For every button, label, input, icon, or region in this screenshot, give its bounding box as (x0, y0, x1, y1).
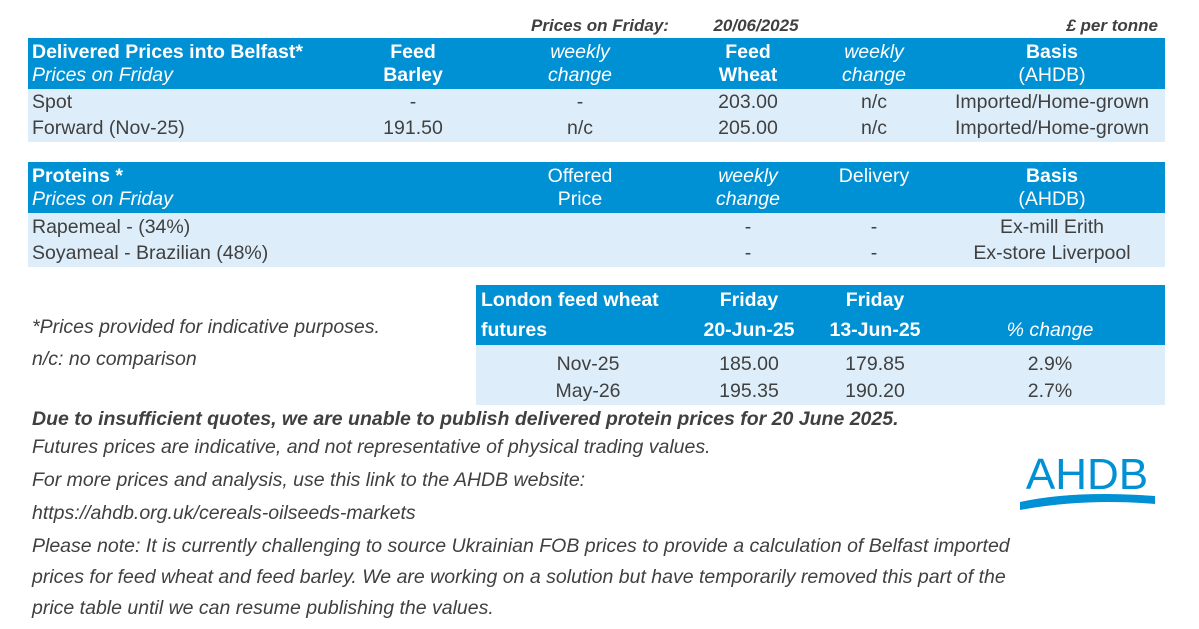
proteins-col-header: (AHDB) (1018, 188, 1086, 210)
delivered-cell: n/c (860, 91, 888, 113)
futures-title-1: London feed wheat (481, 289, 659, 311)
proteins-title: Proteins * (32, 165, 124, 187)
futures-cell: 2.9% (1027, 353, 1073, 375)
proteins-col-header: Offered (547, 165, 613, 187)
delivered-col-header: change (548, 64, 612, 86)
delivered-col-header: Feed (390, 41, 436, 63)
delivered-col-header: Basis (1025, 41, 1079, 63)
delivered-cell: 203.00 (718, 91, 778, 113)
protein-cell: - (870, 242, 878, 264)
proteins-header (28, 162, 1165, 213)
delivered-col-header: change (842, 64, 906, 86)
delivered-cell: - (576, 91, 584, 113)
delivered-cell: Imported/Home-grown (955, 117, 1149, 139)
protein-row-label: Rapemeal - (34%) (32, 216, 191, 238)
ahdb-logo: AHDB (1020, 452, 1155, 510)
delivered-subtitle: Prices on Friday (32, 64, 173, 86)
protein-cell: Ex-mill Erith (999, 216, 1105, 238)
ahdb-logo-text: AHDB (1026, 452, 1148, 499)
please-note-1: Please note: It is currently challenging… (32, 535, 1010, 557)
futures-body (476, 345, 1165, 405)
proteins-body (28, 213, 1165, 267)
futures-col-header: 20-Jun-25 (703, 319, 795, 341)
please-note-3: price table until we can resume publishi… (32, 597, 494, 619)
futures-col-header: % change (1006, 319, 1094, 341)
protein-cell: - (870, 216, 878, 238)
nc-note: n/c: no comparison (32, 348, 197, 370)
futures-header (476, 285, 1165, 345)
futures-col-header: 13-Jun-25 (829, 319, 921, 341)
proteins-subtitle: Prices on Friday (32, 188, 173, 210)
indicative-note: *Prices provided for indicative purposes… (32, 316, 380, 338)
protein-cell: - (744, 242, 752, 264)
delivered-row-label: Spot (32, 91, 73, 113)
proteins-col-header: weekly (718, 165, 778, 187)
futures-cell: 179.85 (845, 353, 905, 375)
futures-note: Futures prices are indicative, and not r… (32, 436, 711, 458)
futures-cell: Nov-25 (556, 353, 620, 375)
delivered-header (28, 38, 1165, 89)
proteins-col-header: Delivery (838, 165, 910, 187)
futures-cell: 195.35 (719, 380, 779, 402)
futures-cell: May-26 (555, 380, 621, 402)
more-prices-note: For more prices and analysis, use this l… (32, 469, 586, 491)
prices-on-friday-label: Prices on Friday: (531, 16, 669, 35)
delivered-cell: - (409, 91, 417, 113)
delivered-col-header: weekly (550, 41, 610, 63)
delivered-col-header: Barley (383, 64, 443, 86)
proteins-col-header: Price (557, 188, 603, 210)
delivered-title: Delivered Prices into Belfast* (32, 41, 303, 63)
delivered-col-header: Feed (725, 41, 771, 63)
futures-cell: 185.00 (719, 353, 779, 375)
protein-notice: Due to insufficient quotes, we are unabl… (32, 408, 899, 430)
unit-label: £ per tonne (1066, 16, 1158, 35)
futures-cell: 2.7% (1027, 380, 1073, 402)
delivered-col-header: Wheat (718, 64, 778, 86)
futures-cell: 190.20 (845, 380, 905, 402)
delivered-col-header: weekly (844, 41, 904, 63)
futures-col-header: Friday (845, 289, 905, 311)
delivered-body (28, 89, 1165, 142)
proteins-col-header: change (716, 188, 780, 210)
delivered-col-header: (AHDB) (1018, 64, 1086, 86)
delivered-cell: 205.00 (718, 117, 778, 139)
protein-cell: - (744, 216, 752, 238)
delivered-cell: 191.50 (383, 117, 443, 139)
futures-title-2: futures (481, 319, 548, 341)
delivered-cell: Imported/Home-grown (955, 91, 1149, 113)
report-date: 20/06/2025 (713, 16, 799, 35)
delivered-cell: n/c (860, 117, 888, 139)
proteins-col-header: Basis (1025, 165, 1079, 187)
delivered-cell: n/c (566, 117, 594, 139)
protein-cell: Ex-store Liverpool (973, 242, 1131, 264)
futures-col-header: Friday (719, 289, 779, 311)
delivered-row-label: Forward (Nov-25) (32, 117, 185, 139)
ahdb-link[interactable]: https://ahdb.org.uk/cereals-oilseeds-mar… (32, 502, 416, 524)
wave-icon (1020, 494, 1155, 510)
please-note-2: prices for feed wheat and feed barley. W… (32, 566, 1006, 588)
protein-row-label: Soyameal - Brazilian (48%) (32, 242, 269, 264)
